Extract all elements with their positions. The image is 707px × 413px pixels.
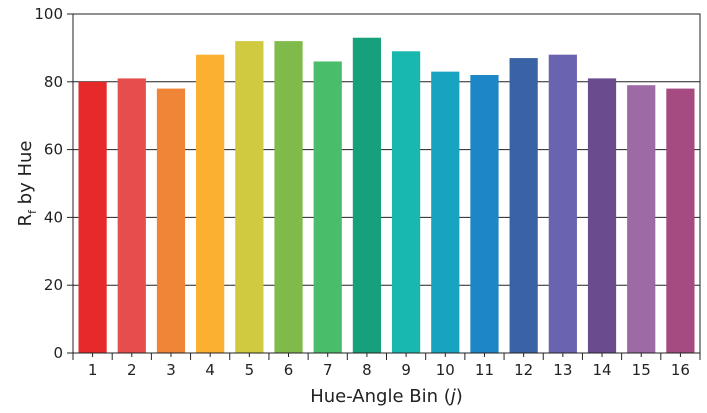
x-axis-ticks: 1 2 3 4 5 6 7 8 9 10 11 12 13 14 15 16 — [72, 353, 701, 379]
bar — [352, 37, 382, 353]
x-tick-label: 16 — [671, 361, 690, 379]
bar — [431, 71, 460, 353]
y-axis-ticks: 0 20 40 60 80 100 — [34, 5, 73, 362]
x-tick-label: 8 — [362, 361, 372, 379]
bar — [156, 88, 186, 353]
y-tick-label: 80 — [44, 73, 63, 91]
bar — [627, 85, 656, 353]
x-axis-title: Hue-Angle Bin (j) — [310, 386, 463, 407]
x-tick-label: 5 — [245, 361, 255, 379]
y-tick-label: 40 — [44, 208, 63, 226]
y-tick-label: 20 — [44, 276, 63, 294]
x-tick-label: 3 — [166, 361, 176, 379]
y-tick-label: 100 — [34, 5, 63, 23]
bar — [196, 54, 225, 354]
x-tick-label: 1 — [88, 361, 98, 379]
bar — [666, 88, 695, 353]
x-tick-label: 13 — [553, 361, 572, 379]
x-axis-title-variable: j — [448, 386, 456, 407]
x-axis-title-prefix: Hue-Angle Bin ( — [310, 386, 451, 407]
bars — [78, 37, 695, 354]
y-axis-title-rest: by Hue — [15, 141, 36, 211]
y-tick-label: 60 — [44, 141, 63, 159]
bar — [117, 78, 146, 353]
bar — [470, 75, 499, 354]
y-axis-title-subscript: f — [26, 209, 39, 214]
y-axis-title-main: R — [15, 214, 36, 227]
y-axis-title: Rf by Hue — [15, 141, 39, 227]
bar — [587, 78, 617, 353]
x-tick-label: 12 — [514, 361, 533, 379]
bar — [509, 58, 538, 353]
bar — [548, 54, 577, 354]
bar — [235, 41, 264, 354]
x-tick-label: 11 — [475, 361, 494, 379]
x-tick-label: 9 — [401, 361, 411, 379]
bar — [78, 81, 107, 354]
x-tick-label: 6 — [284, 361, 294, 379]
y-tick-label: 0 — [53, 344, 63, 362]
x-axis-title-suffix: ) — [456, 386, 463, 407]
x-tick-label: 7 — [323, 361, 333, 379]
bar — [313, 61, 342, 354]
x-tick-label: 15 — [632, 361, 651, 379]
x-tick-label: 4 — [205, 361, 215, 379]
bar — [391, 51, 421, 353]
x-tick-label: 14 — [592, 361, 611, 379]
x-tick-label: 2 — [127, 361, 137, 379]
x-tick-label: 10 — [436, 361, 455, 379]
bar — [274, 41, 303, 354]
